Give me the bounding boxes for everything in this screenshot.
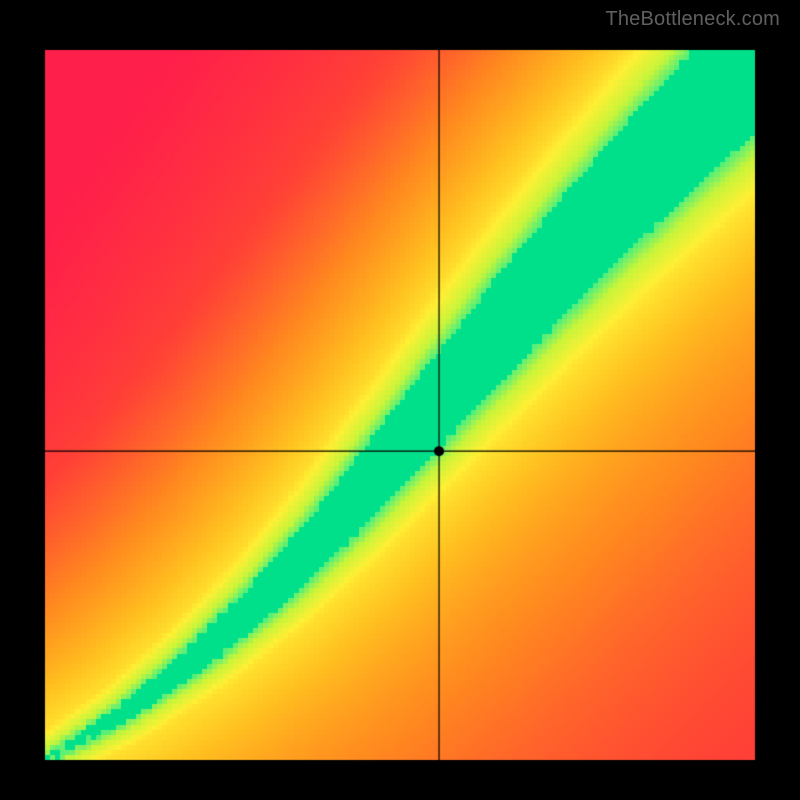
heatmap-canvas: [0, 0, 800, 800]
watermark-text: TheBottleneck.com: [605, 8, 780, 31]
heatmap-canvas-wrap: [0, 0, 800, 800]
chart-container: TheBottleneck.com: [0, 0, 800, 800]
